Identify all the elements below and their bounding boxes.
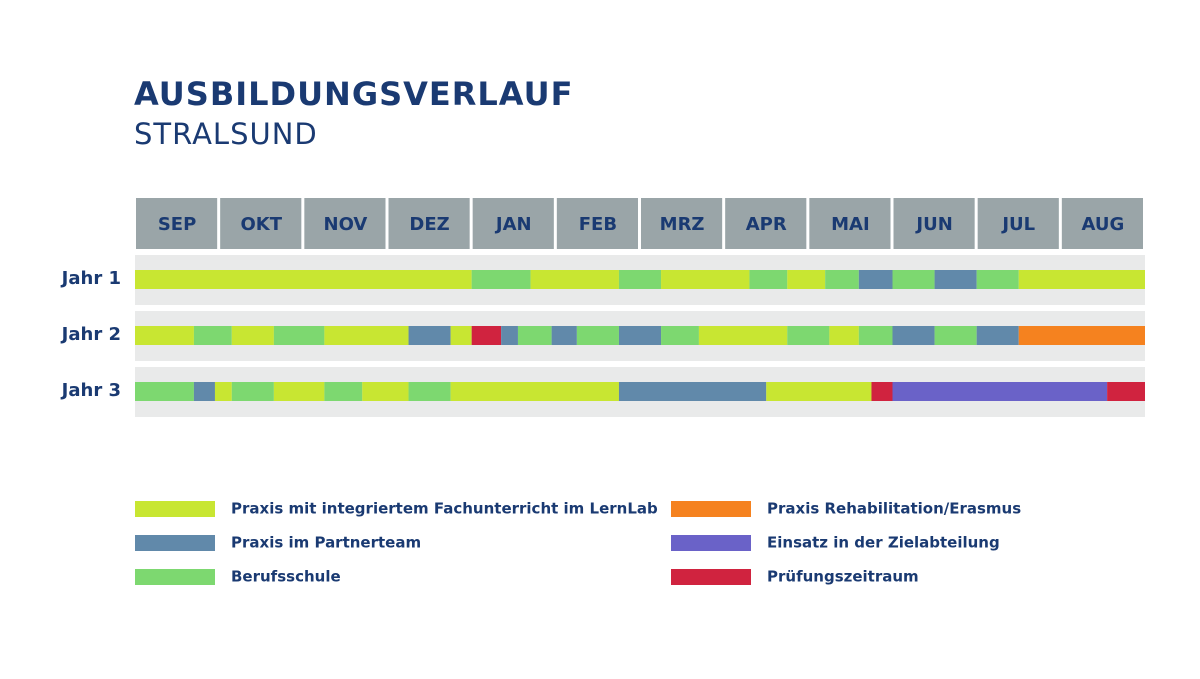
month-box: [136, 198, 218, 249]
legend-label: Praxis im Partnerteam: [231, 534, 421, 552]
month-label: JAN: [494, 214, 532, 235]
segment: [193, 382, 215, 401]
segment: [450, 382, 619, 401]
row-label: Jahr 3: [60, 380, 121, 401]
segment: [871, 382, 893, 401]
month-label: JUN: [914, 214, 952, 235]
segment: [517, 326, 552, 345]
segment: [501, 326, 518, 345]
legend-swatch: [135, 501, 215, 517]
segment: [408, 326, 451, 345]
segment: [976, 270, 1019, 289]
month-label: NOV: [324, 214, 368, 235]
legend-swatch: [671, 535, 751, 551]
segment: [829, 326, 859, 345]
month-label: OKT: [240, 214, 282, 235]
legend-label: Prüfungszeitraum: [767, 568, 919, 586]
segment: [471, 326, 502, 345]
month-box: [388, 198, 470, 249]
month-box: [556, 198, 638, 249]
legend-label: Einsatz in der Zielabteilung: [767, 534, 1000, 552]
segment: [661, 326, 699, 345]
segment: [1107, 382, 1145, 401]
segment: [892, 382, 1108, 401]
legend-label: Praxis mit integriertem Fachunterricht i…: [231, 500, 658, 518]
legend-swatch: [671, 569, 751, 585]
month-label: SEP: [158, 214, 196, 235]
segment: [698, 326, 788, 345]
segment: [576, 326, 619, 345]
legend-swatch: [135, 569, 215, 585]
segment: [450, 326, 472, 345]
segment: [618, 326, 662, 345]
month-box: [472, 198, 554, 249]
month-box: [304, 198, 386, 249]
segment: [551, 326, 577, 345]
segment: [135, 270, 472, 289]
segment: [934, 270, 977, 289]
segment: [324, 382, 363, 401]
segment: [135, 326, 194, 345]
segment: [1018, 326, 1145, 345]
segment: [231, 326, 274, 345]
month-box: [725, 198, 807, 249]
month-label: JUL: [1000, 214, 1035, 235]
segment: [892, 270, 935, 289]
segment: [362, 382, 409, 401]
month-box: [809, 198, 891, 249]
legend-label: Praxis Rehabilitation/Erasmus: [767, 500, 1021, 518]
segment: [135, 382, 194, 401]
month-label: APR: [746, 214, 787, 235]
month-label: MAI: [831, 214, 870, 235]
segment: [408, 382, 451, 401]
segment: [976, 326, 1019, 345]
segment: [273, 382, 325, 401]
segment: [471, 270, 531, 289]
legend-swatch: [135, 535, 215, 551]
title: AUSBILDUNGSVERLAUF: [134, 75, 573, 113]
month-label: AUG: [1082, 214, 1125, 235]
segment: [825, 270, 859, 289]
month-box: [220, 198, 302, 249]
segment: [193, 326, 232, 345]
row-label: Jahr 2: [60, 324, 121, 345]
segment: [661, 270, 750, 289]
segment: [934, 326, 977, 345]
month-box: [641, 198, 723, 249]
month-box: [977, 198, 1059, 249]
month-box: [1061, 198, 1143, 249]
segment: [787, 326, 830, 345]
segment: [231, 382, 274, 401]
segment: [1018, 270, 1145, 289]
segment: [749, 270, 788, 289]
row-label: Jahr 1: [60, 268, 121, 289]
segment: [858, 326, 893, 345]
month-label: FEB: [579, 214, 617, 235]
segment: [618, 270, 662, 289]
month-label: DEZ: [409, 214, 449, 235]
month-label: MRZ: [660, 214, 705, 235]
month-box: [893, 198, 975, 249]
segment: [324, 326, 409, 345]
segment: [530, 270, 619, 289]
segment: [892, 326, 935, 345]
segment: [766, 382, 872, 401]
legend-label: Berufsschule: [231, 568, 341, 586]
subtitle: STRALSUND: [134, 117, 318, 151]
segment: [858, 270, 893, 289]
segment: [618, 382, 767, 401]
segment: [214, 382, 232, 401]
segment: [273, 326, 325, 345]
segment: [787, 270, 826, 289]
legend-swatch: [671, 501, 751, 517]
